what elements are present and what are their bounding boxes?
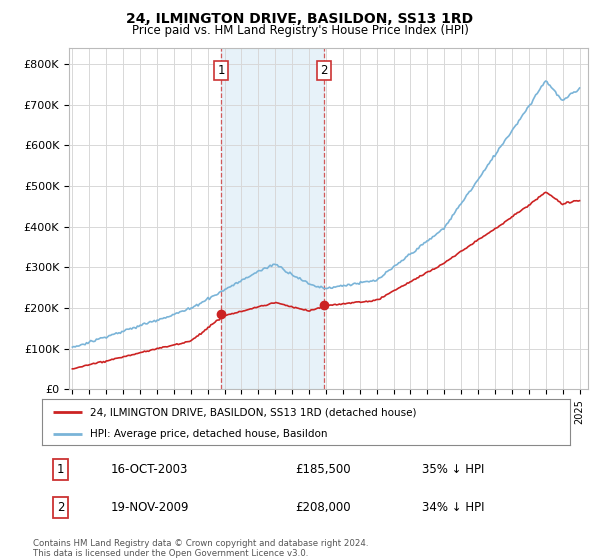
- Text: 2: 2: [320, 64, 328, 77]
- Text: £185,500: £185,500: [295, 463, 351, 477]
- Text: 24, ILMINGTON DRIVE, BASILDON, SS13 1RD: 24, ILMINGTON DRIVE, BASILDON, SS13 1RD: [127, 12, 473, 26]
- Text: HPI: Average price, detached house, Basildon: HPI: Average price, detached house, Basi…: [89, 429, 327, 438]
- Bar: [221, 48, 324, 389]
- Text: 2: 2: [57, 501, 64, 514]
- Text: 35% ↓ HPI: 35% ↓ HPI: [422, 463, 485, 477]
- Text: 34% ↓ HPI: 34% ↓ HPI: [422, 501, 485, 514]
- Text: This data is licensed under the Open Government Licence v3.0.: This data is licensed under the Open Gov…: [33, 549, 308, 558]
- Text: Contains HM Land Registry data © Crown copyright and database right 2024.: Contains HM Land Registry data © Crown c…: [33, 539, 368, 548]
- Text: Price paid vs. HM Land Registry's House Price Index (HPI): Price paid vs. HM Land Registry's House …: [131, 24, 469, 36]
- Text: 24, ILMINGTON DRIVE, BASILDON, SS13 1RD (detached house): 24, ILMINGTON DRIVE, BASILDON, SS13 1RD …: [89, 407, 416, 417]
- Text: 1: 1: [57, 463, 64, 477]
- Text: £208,000: £208,000: [295, 501, 351, 514]
- Text: 19-NOV-2009: 19-NOV-2009: [110, 501, 189, 514]
- Text: 1: 1: [217, 64, 225, 77]
- Text: 16-OCT-2003: 16-OCT-2003: [110, 463, 188, 477]
